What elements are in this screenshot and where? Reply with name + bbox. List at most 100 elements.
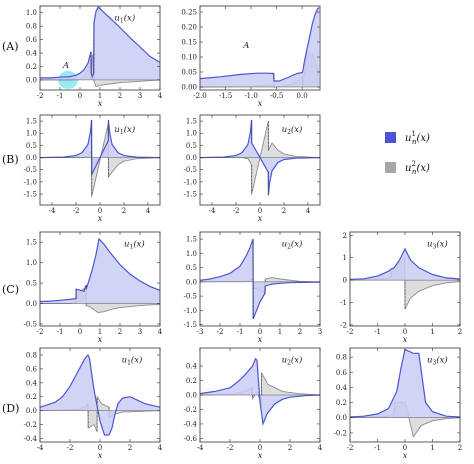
y-tick-label: 0.00 — [181, 84, 197, 92]
x-tick-label: -3 — [197, 328, 204, 336]
y-tick-label: 0 — [343, 277, 347, 285]
y-tick-label: 0.8 — [336, 354, 347, 362]
y-tick-label: 0.5 — [186, 142, 197, 150]
x-tick-label: 0 — [258, 444, 262, 452]
x-tick-label: 1 — [98, 328, 102, 336]
panels: -2 -1 0 1 2 3 4 0.0 0.2 0.4 0.6 0.8 1.0 x u1(x) A -2.0 -1… — [24, 5, 462, 460]
x-tick-label: -1 — [237, 328, 244, 336]
x-tick-label: -4 — [209, 207, 216, 215]
y-tick-label: 0.2 — [26, 63, 37, 71]
series-1-area — [40, 238, 160, 304]
y-tick-label: -2 — [340, 321, 347, 329]
x-tick-label: -2 — [347, 444, 354, 452]
plot-area — [350, 247, 460, 310]
x-axis-label: x — [258, 451, 263, 460]
y-tick-label: 0.0 — [186, 278, 197, 286]
plot-area — [40, 6, 160, 89]
x-tick-label: -1.5 — [219, 92, 233, 100]
y-tick-label: -0.5 — [184, 293, 198, 301]
x-tick-label: 1 — [98, 92, 102, 100]
y-tick-label: -0.5 — [24, 320, 38, 328]
y-tick-label: 1.0 — [26, 9, 37, 17]
y-tick-label: 0.10 — [181, 54, 197, 62]
x-tick-label: 0 — [403, 328, 407, 336]
x-tick-label: -4 — [197, 444, 204, 452]
x-tick-label: 1 — [430, 444, 434, 452]
y-tick-label: 0.0 — [26, 76, 37, 84]
x-tick-label: -0.5 — [270, 92, 284, 100]
y-tick-label: -0.2 — [184, 406, 198, 414]
y-tick-label: -0.4 — [184, 420, 198, 428]
x-tick-label: 3 — [138, 92, 142, 100]
y-tick-label: 0.5 — [26, 280, 37, 288]
x-axis-label: x — [258, 214, 263, 223]
x-tick-label: -2 — [37, 328, 44, 336]
y-tick-label: 0.2 — [186, 377, 197, 385]
legend-swatch — [385, 162, 396, 173]
legend-item: u1 n(x) — [385, 130, 430, 146]
x-tick-label: 4 — [158, 92, 163, 100]
x-tick-label: 0 — [98, 207, 102, 215]
x-tick-label: -1 — [57, 92, 64, 100]
series-1-area — [40, 7, 160, 80]
y-tick-label: -1.0 — [184, 178, 198, 186]
y-tick-label: 1.0 — [186, 130, 197, 138]
x-tick-label: 2 — [122, 207, 126, 215]
y-tick-label: 0.20 — [181, 24, 197, 32]
x-axis-label: x — [258, 335, 263, 344]
y-tick-label: 0.0 — [336, 414, 347, 422]
y-tick-label: 0.25 — [181, 9, 197, 17]
y-tick-label: 0.15 — [181, 39, 197, 47]
plot-area — [40, 237, 160, 313]
y-tick-label: 1 — [343, 254, 347, 262]
series-1-area — [350, 248, 460, 281]
x-tick-label: 1 — [278, 328, 282, 336]
x-tick-label: -2 — [67, 444, 74, 452]
function-label: u1(x) — [124, 238, 145, 250]
x-tick-label: 0 — [78, 328, 82, 336]
y-tick-label: -1.0 — [184, 307, 198, 315]
x-tick-label: -2.0 — [193, 92, 207, 100]
x-tick-label: 0 — [98, 444, 102, 452]
y-tick-label: -0.6 — [184, 435, 198, 443]
x-tick-label: -2 — [347, 328, 354, 336]
panel-c2: -3 -2 -1 0 1 2 3 -1.5 -1.0 -0.5 0.0 0.5 1.0 1.5 x u2(x) — [184, 231, 322, 344]
x-tick-label: -2 — [233, 207, 240, 215]
x-tick-label: 2 — [118, 92, 122, 100]
x-axis-label: x — [403, 451, 408, 460]
y-tick-label: 0.0 — [26, 407, 37, 415]
y-tick-label: 0.4 — [186, 363, 198, 371]
series-1-line — [200, 7, 320, 82]
y-tick-label: 0.6 — [26, 36, 38, 44]
x-tick-label: 4 — [306, 207, 311, 215]
legend: u1 n(x) u2 n(x) — [385, 130, 430, 176]
x-tick-label: -4 — [37, 444, 44, 452]
legend-item: u2 n(x) — [385, 160, 430, 176]
panel-b2: -4 -2 0 2 4 -1.5 -1.0 -0.5 0.0 0.5 1.0 1.5 x u2(x) — [184, 114, 321, 223]
y-tick-label: 0.0 — [26, 154, 37, 162]
y-tick-label: 0.8 — [26, 351, 37, 359]
legend-label: u1 n(x) — [405, 130, 430, 146]
y-tick-label: 0.05 — [181, 69, 197, 77]
y-tick-label: 0.5 — [186, 264, 197, 272]
x-tick-label: 3 — [138, 328, 142, 336]
y-tick-label: 1.0 — [186, 250, 197, 258]
y-tick-label: 0.4 — [336, 384, 348, 392]
series-1-line — [200, 357, 320, 427]
panel-c1: -2 -1 0 1 2 3 4 -0.5 0.0 0.5 1.0 1.5 x u1(x) — [24, 231, 163, 344]
row-label-c: (C) — [2, 283, 19, 296]
plot-area — [200, 357, 320, 427]
panel-c3: -2 -1 0 1 2 -2 -1 0 1 2 x u3(x) — [340, 231, 462, 344]
panel-d1: -4 -2 0 2 4 -0.4 -0.2 0.0 0.2 0.4 0.6 0.8 x u1(x) — [24, 347, 163, 460]
series-1-line — [350, 247, 460, 280]
x-tick-label: 2 — [288, 444, 292, 452]
annotation-label: A — [62, 61, 69, 71]
x-tick-label: 2 — [118, 328, 122, 336]
x-axis-label: x — [98, 214, 103, 223]
series-1-line — [40, 6, 160, 79]
x-axis-label: x — [98, 451, 103, 460]
y-tick-label: -0.2 — [334, 429, 348, 437]
x-axis-label: x — [403, 335, 408, 344]
y-tick-label: -0.5 — [24, 166, 38, 174]
plot-area — [40, 119, 160, 197]
